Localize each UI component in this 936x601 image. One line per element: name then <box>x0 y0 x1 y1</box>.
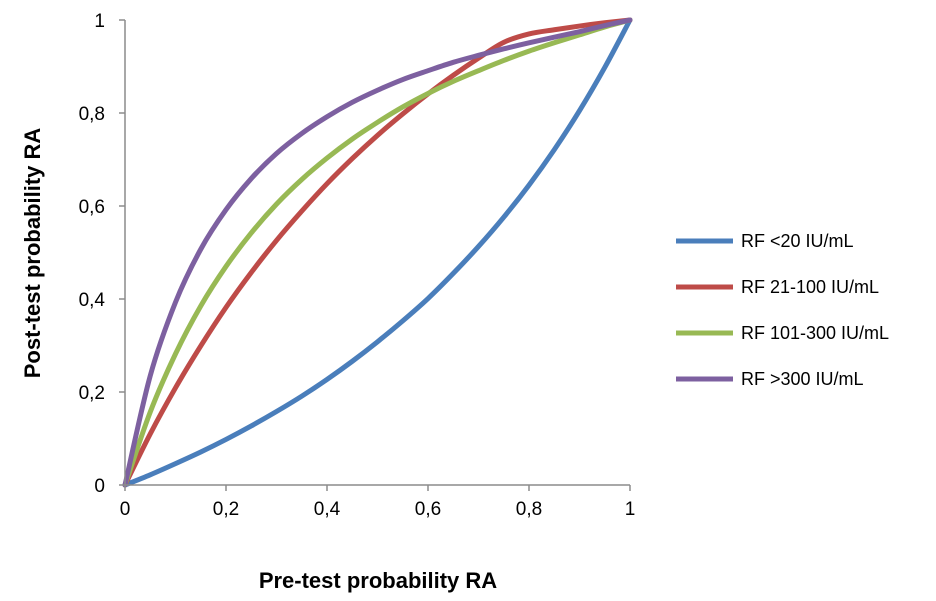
axes <box>124 20 630 486</box>
y-tick-label: 1 <box>94 11 105 32</box>
legend-label: RF 101-300 IU/mL <box>741 323 889 343</box>
x-tick-label: 0 <box>120 499 131 520</box>
legend-label: RF >300 IU/mL <box>741 369 864 389</box>
series-line-1 <box>122 17 633 488</box>
y-axis-title: Post-test probability RA <box>20 128 45 379</box>
x-axis-title: Pre-test probability RA <box>259 568 497 593</box>
y-tick-label: 0 <box>94 476 105 497</box>
x-tick-label: 1 <box>625 499 636 520</box>
x-tick-label: 0,8 <box>516 499 542 520</box>
plot-area <box>122 17 633 488</box>
y-tick-label: 0,6 <box>79 197 105 218</box>
series-line-3 <box>122 17 633 488</box>
series-line-4 <box>122 17 633 488</box>
y-ticks: 0 0,2 0,4 0,6 0,8 1 <box>79 11 125 497</box>
series-line-2 <box>122 17 633 488</box>
y-tick-label: 0,4 <box>79 290 106 311</box>
x-tick-label: 0,6 <box>415 499 441 520</box>
x-tick-label: 0,4 <box>314 499 341 520</box>
x-ticks: 0 0,2 0,4 0,6 0,8 1 <box>120 485 636 520</box>
legend-label: RF 21-100 IU/mL <box>741 277 879 297</box>
legend-label: RF <20 IU/mL <box>741 231 854 251</box>
y-tick-label: 0,8 <box>79 104 105 125</box>
y-tick-label: 0,2 <box>79 383 105 404</box>
legend: RF <20 IU/mL RF 21-100 IU/mL RF 101-300 IU… <box>676 231 889 389</box>
x-tick-label: 0,2 <box>213 499 239 520</box>
